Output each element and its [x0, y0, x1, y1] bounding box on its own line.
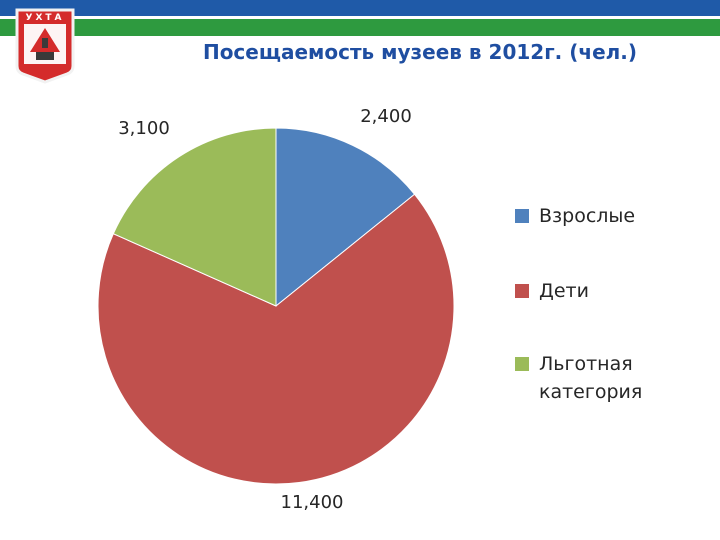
- data-label: 2,400: [360, 106, 412, 127]
- header-band-blue: [0, 0, 720, 16]
- data-label: 3,100: [118, 118, 170, 139]
- city-crest-logo: УХТА: [14, 8, 76, 84]
- legend-label-line: Льготная: [539, 353, 633, 375]
- legend-label: Дети: [539, 277, 709, 305]
- legend-label-line: Дети: [539, 280, 589, 302]
- pie-slice: [112, 127, 277, 307]
- legend-label-line: Взрослые: [539, 205, 636, 227]
- legend-swatch: [515, 357, 529, 371]
- legend-swatch: [515, 209, 529, 223]
- header-band-separator: [0, 16, 720, 19]
- legend-label-line: категория: [539, 381, 643, 403]
- legend-label: Льготная категория: [539, 350, 709, 406]
- legend-label: Взрослые: [539, 202, 709, 230]
- chart-title: Посещаемость музеев в 2012г. (чел.): [202, 40, 638, 64]
- pie-slice: [275, 127, 416, 308]
- crest-label: УХТА: [25, 13, 65, 23]
- header-band-green: [0, 19, 720, 36]
- legend-swatch: [515, 284, 529, 298]
- data-label: 11,400: [281, 492, 344, 513]
